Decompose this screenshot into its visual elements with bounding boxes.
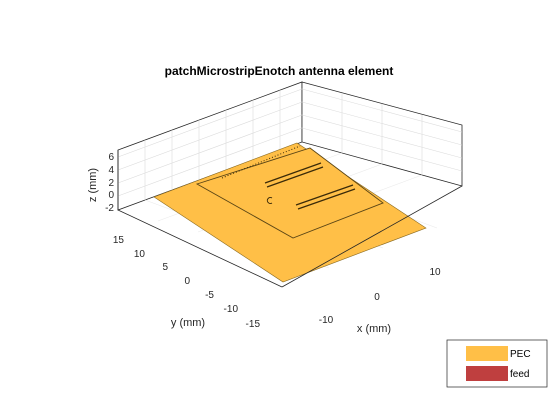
- z-tick-label: 0: [108, 190, 114, 201]
- x-ticks: -10 0 10: [319, 267, 441, 326]
- slot-lower-inner: [297, 188, 356, 210]
- axes-box-front: [117, 150, 463, 288]
- legend-label-pec: PEC: [510, 349, 531, 360]
- y-axis-label: y (mm): [171, 317, 205, 329]
- y-tick-label: -10: [224, 304, 239, 315]
- legend-swatch-pec: [466, 346, 508, 361]
- patch-top-edge-dots: [221, 145, 301, 179]
- legend-swatch-feed: [466, 366, 508, 381]
- y-axis-line: [117, 209, 283, 288]
- x-tick-label: 10: [429, 267, 441, 278]
- x-axis-label: x (mm): [357, 323, 391, 335]
- z-tick-label: 4: [108, 165, 114, 176]
- slot-lower: [295, 184, 354, 206]
- legend-label-feed: feed: [510, 369, 529, 380]
- x-tick-label: -10: [319, 315, 334, 326]
- plot-title: patchMicrostripEnotch antenna element: [165, 64, 394, 78]
- x-tick-label: 0: [374, 292, 380, 303]
- feed-marker: [266, 197, 273, 204]
- z-tick-label: -2: [105, 203, 114, 214]
- slot-upper-inner: [266, 166, 324, 188]
- z-ticks: 6 4 2 0 -2: [105, 152, 114, 214]
- slot-upper: [264, 162, 322, 184]
- z-tick-label: 2: [108, 178, 114, 189]
- y-tick-label: 5: [162, 262, 168, 273]
- y-tick-label: -15: [246, 319, 261, 330]
- e-notch-slots: [264, 162, 356, 210]
- y-ticks: 15 10 5 0 -5 -10 -15: [113, 235, 261, 330]
- y-tick-label: 0: [184, 276, 190, 287]
- legend: PEC feed: [446, 339, 548, 388]
- x-axis-line: [281, 185, 463, 288]
- z-axis-label: z (mm): [87, 168, 99, 202]
- y-tick-label: 10: [134, 249, 146, 260]
- patch-outline: [195, 147, 384, 239]
- y-tick-label: 15: [113, 235, 125, 246]
- y-tick-label: -5: [205, 290, 214, 301]
- z-tick-label: 6: [108, 152, 114, 163]
